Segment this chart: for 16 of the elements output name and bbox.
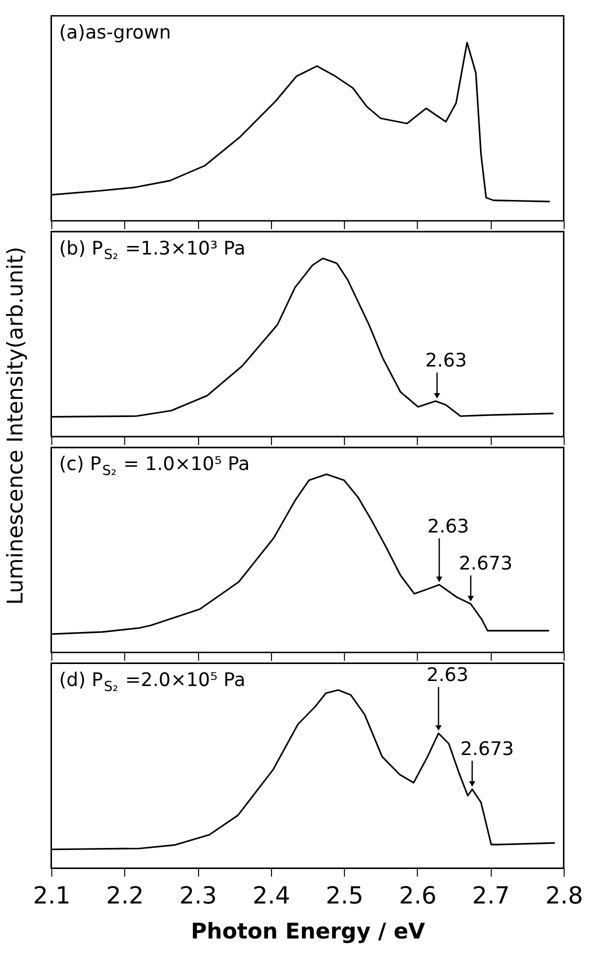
x-tick-label: 2.4: [252, 881, 290, 910]
x-tick-label: 2.3: [179, 881, 217, 910]
x-tick-label: 2.8: [545, 881, 583, 910]
x-axis-title: Photon Energy / eV: [190, 920, 426, 945]
x-tick-label: 2.6: [398, 881, 437, 910]
annotation: 2.673: [458, 554, 512, 575]
x-tick-label: 2.5: [326, 881, 364, 910]
annotation: 2.63: [427, 516, 470, 538]
annotation: (a)as-grown: [59, 22, 171, 44]
x-tick-label: 2.1: [32, 881, 71, 910]
annotation: 2.63: [426, 665, 468, 686]
annotation: 2.673: [460, 738, 514, 760]
annotation: 2.63: [425, 350, 467, 372]
y-axis-title: Luminescence Intensity(arb.unit): [4, 246, 29, 605]
x-tick-label: 2.7: [472, 881, 510, 910]
x-tick-label: 2.2: [106, 881, 144, 910]
